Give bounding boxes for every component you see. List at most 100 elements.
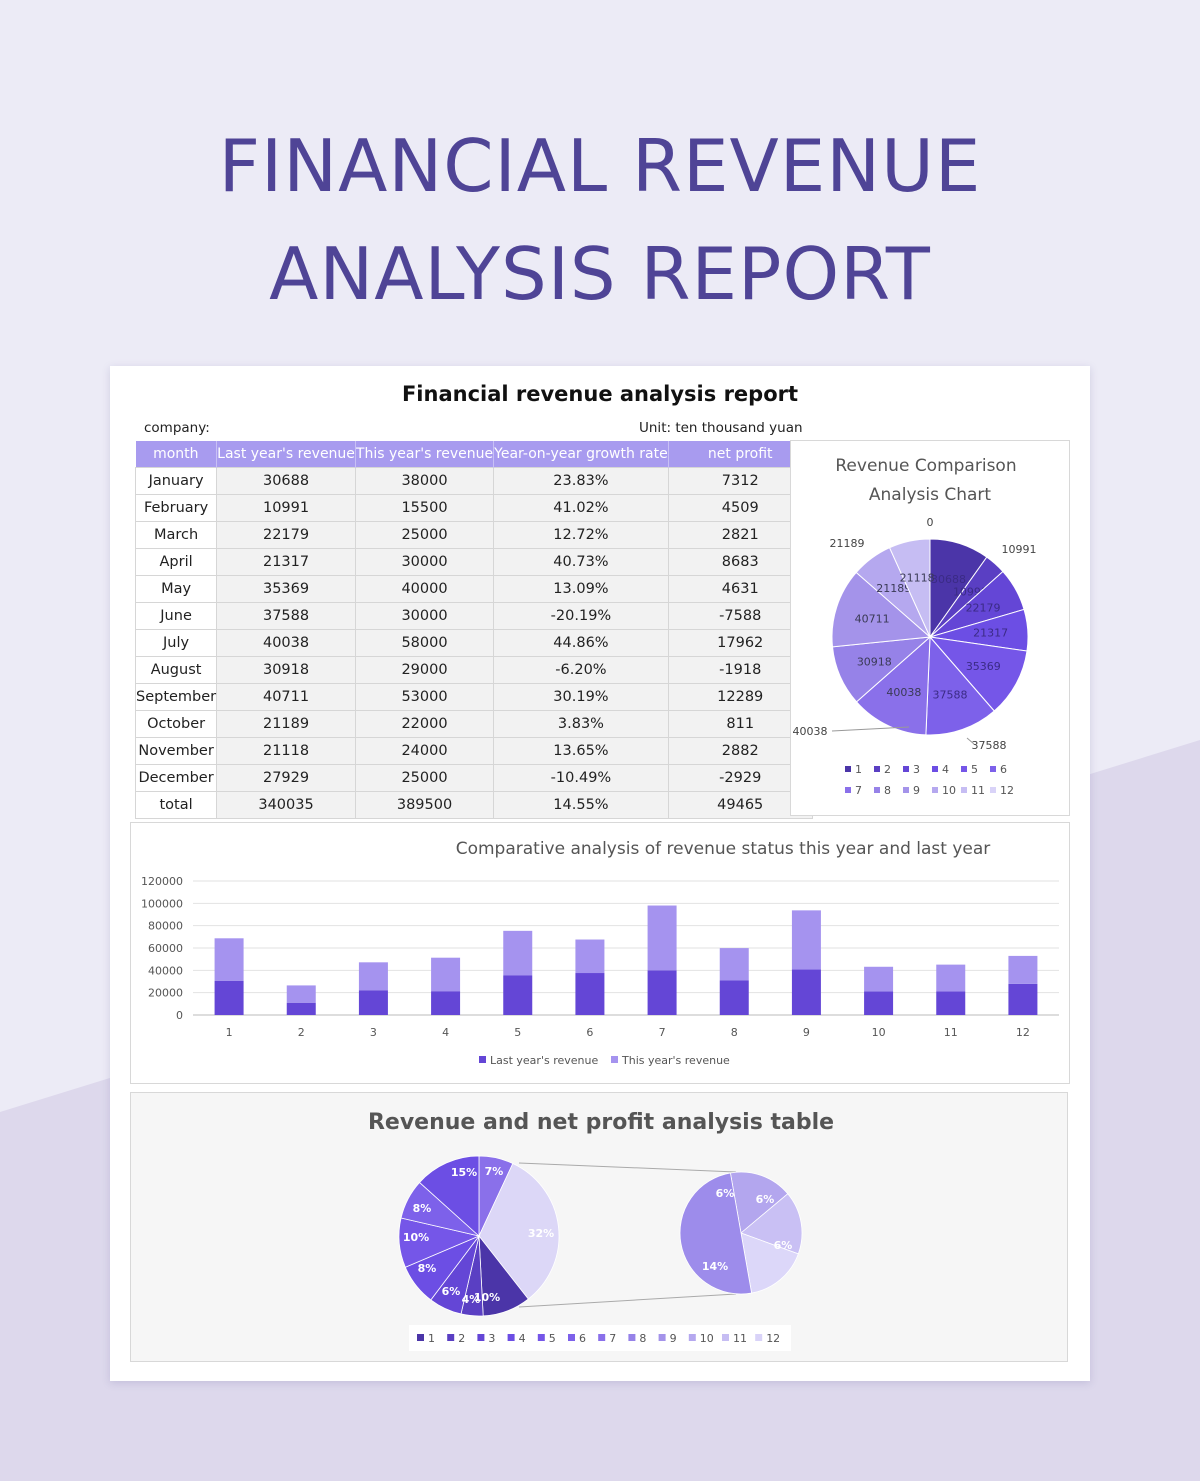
month-cell: July [134, 629, 218, 657]
bar [791, 969, 821, 1015]
y-tick-label: 40000 [148, 964, 183, 977]
bar [286, 985, 316, 1003]
column-header: month [135, 441, 218, 468]
value-cell: 389500 [354, 791, 495, 819]
pie-title-line-2: Analysis Chart [869, 485, 991, 505]
legend-swatch [477, 1334, 485, 1341]
hero-title: FINANCIAL REVENUE ANALYSIS REPORT [0, 112, 1200, 328]
bar [647, 970, 677, 1015]
pie-slice [925, 635, 995, 736]
legend-swatch [447, 1334, 455, 1341]
table-row: total 340035 389500 14.55% 49465 [134, 791, 813, 819]
pie-data-label: 22179 [966, 601, 1001, 614]
secondary-pie-slice [740, 1232, 799, 1294]
table-row: August 30918 29000 -6.20% -1918 [134, 656, 813, 684]
pie-data-label: 8% [418, 1262, 437, 1275]
pie-data-label: 15% [451, 1166, 477, 1179]
legend-swatch [874, 787, 880, 793]
pie-title-line-1: Revenue Comparison [835, 456, 1016, 476]
legend-swatch [932, 766, 938, 772]
legend-swatch [688, 1334, 696, 1341]
value-cell: 15500 [354, 494, 495, 522]
pie-data-label: 7% [485, 1165, 504, 1178]
legend-label: 12 [1000, 784, 1014, 797]
revenue-bar-chart: Comparative analysis of revenue status t… [130, 822, 1070, 1084]
revenue-pie-svg: Revenue Comparison Analysis Chart 30688 1… [793, 456, 1037, 797]
pie-data-label: 40711 [855, 613, 890, 626]
value-cell: 40038 [216, 629, 356, 657]
bar [358, 962, 388, 991]
pie-slice [831, 571, 932, 648]
y-tick-label: 0 [176, 1009, 183, 1022]
bar [864, 991, 894, 1015]
net-profit-pie-svg: Revenue and net profit analysis table 15… [368, 1110, 834, 1351]
pie-data-label: 10% [403, 1231, 429, 1244]
bar [936, 964, 966, 992]
table-row: January 30688 38000 23.83% 7312 [134, 467, 813, 495]
month-cell: November [134, 737, 218, 765]
value-cell: 30000 [354, 602, 495, 630]
y-tick-label: 80000 [148, 920, 183, 933]
revenue-bar-svg: Comparative analysis of revenue status t… [141, 839, 1059, 1067]
pie-data-label: 6% [716, 1187, 735, 1200]
pie-data-label: 30688 [931, 573, 966, 586]
pie-data-label: 21118 [900, 572, 935, 585]
month-cell: May [134, 575, 218, 603]
value-cell: 25000 [354, 521, 495, 549]
value-cell: -7588 [667, 602, 813, 630]
bar [936, 991, 966, 1015]
value-cell: 2821 [667, 521, 813, 549]
legend-swatch [658, 1334, 666, 1341]
bar [575, 939, 605, 974]
column-header: Year-on-year growth rate [493, 441, 669, 468]
month-cell: December [134, 764, 218, 792]
value-cell: 29000 [354, 656, 495, 684]
legend-label: 4 [942, 763, 949, 776]
table-row: September 40711 53000 30.19% 12289 [134, 683, 813, 711]
legend-swatch [417, 1334, 424, 1341]
table-row: June 37588 30000 -20.19% -7588 [134, 602, 813, 630]
legend-swatch [479, 1056, 486, 1063]
legend-swatch [932, 787, 938, 793]
pie-data-label: 35369 [966, 660, 1001, 673]
value-cell: -6.20% [493, 656, 669, 684]
value-cell: 22000 [354, 710, 495, 738]
table-row: November 21118 24000 13.65% 2882 [134, 737, 813, 765]
month-cell: October [134, 710, 218, 738]
x-tick-label: 1 [226, 1026, 233, 1039]
month-cell: February [134, 494, 218, 522]
x-tick-label: 11 [944, 1026, 958, 1039]
value-cell: -20.19% [493, 602, 669, 630]
legend-label: 10 [942, 784, 956, 797]
table-row: May 35369 40000 13.09% 4631 [134, 575, 813, 603]
connector-line [518, 1293, 737, 1308]
secondary-pie-slice [740, 1193, 803, 1255]
pie-data-label: 21189 [876, 582, 911, 595]
pie-data-label: 32% [528, 1227, 554, 1240]
value-cell: 8683 [667, 548, 813, 576]
pie-slice [928, 636, 1028, 712]
value-cell: 10991 [216, 494, 356, 522]
legend-swatch [845, 787, 851, 793]
x-tick-label: 7 [659, 1026, 666, 1039]
secondary-pie-slice [729, 1171, 789, 1234]
y-tick-label: 120000 [141, 875, 183, 888]
month-cell: September [134, 683, 218, 711]
legend-label: 4 [519, 1332, 526, 1345]
value-cell: 30000 [354, 548, 495, 576]
legend-label: 6 [1000, 763, 1007, 776]
pie-data-label: 10% [474, 1291, 500, 1304]
legend-swatch [961, 766, 967, 772]
value-cell: 58000 [354, 629, 495, 657]
legend-label: 3 [913, 763, 920, 776]
x-tick-label: 9 [803, 1026, 810, 1039]
legend-swatch [611, 1056, 618, 1063]
legend-label: 5 [971, 763, 978, 776]
x-tick-label: 2 [298, 1026, 305, 1039]
table-row: February 10991 15500 41.02% 4509 [134, 494, 813, 522]
legend-label: Last year's revenue [490, 1054, 598, 1067]
legend-label: 8 [639, 1332, 646, 1345]
company-label: company: [144, 420, 210, 436]
pie-data-label: 30918 [857, 655, 892, 668]
pie-data-label: 21317 [973, 627, 1008, 640]
